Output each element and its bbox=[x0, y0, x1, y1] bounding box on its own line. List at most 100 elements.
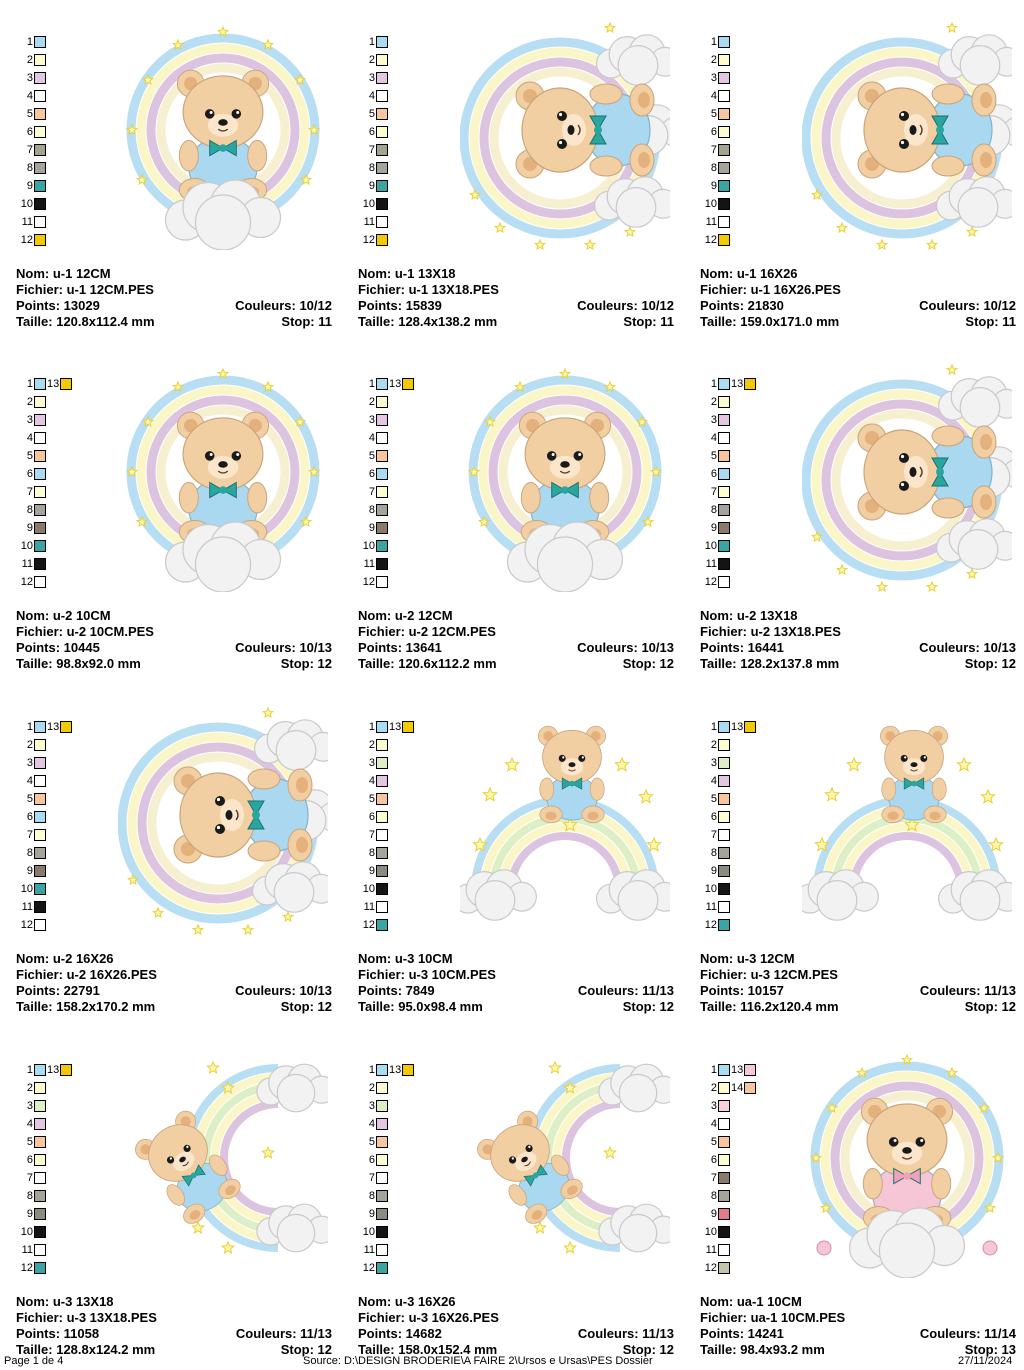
color-swatch-row: 12 bbox=[356, 1260, 388, 1276]
color-number: 5 bbox=[26, 108, 33, 120]
design-info: Nom: u-1 13X18 Fichier: u-1 13X18.PES Poin… bbox=[358, 266, 674, 330]
color-swatch-row: 4 bbox=[14, 88, 46, 104]
star-icon bbox=[477, 515, 491, 528]
color-swatch-row: 4 bbox=[698, 1116, 730, 1132]
teddy-bear-icon bbox=[538, 725, 606, 824]
color-swatch bbox=[744, 1064, 756, 1076]
color-swatch-row: 7 bbox=[356, 1170, 388, 1186]
color-count: Couleurs: 10/13 bbox=[919, 640, 1016, 655]
star-icon bbox=[945, 363, 959, 376]
color-swatch bbox=[376, 180, 388, 192]
color-swatch-row: 8 bbox=[356, 502, 388, 518]
color-swatch-row: 6 bbox=[698, 466, 730, 482]
color-number: 8 bbox=[710, 847, 717, 859]
color-swatch bbox=[34, 234, 46, 246]
color-number: 4 bbox=[368, 1118, 375, 1130]
color-swatch bbox=[718, 486, 730, 498]
star-icon bbox=[614, 756, 630, 772]
color-number: 2 bbox=[710, 1082, 717, 1094]
design-card: 1 13 2 3 4 5 6 7 8 9 10 11 12 Nom: u-2 13X18 Fichier: … bbox=[692, 352, 1022, 682]
color-swatch bbox=[718, 901, 730, 913]
color-swatch bbox=[718, 1136, 730, 1148]
stitch-count: Points: 10157 bbox=[700, 983, 784, 998]
color-count: Couleurs: 10/13 bbox=[235, 640, 332, 655]
color-number: 11 bbox=[21, 1244, 33, 1256]
star-icon bbox=[293, 415, 307, 428]
cloud-icon bbox=[598, 1063, 670, 1113]
color-swatch-row: 9 bbox=[14, 863, 46, 879]
color-number: 13 bbox=[731, 721, 744, 733]
page-number: Page 1 de 4 bbox=[4, 1355, 64, 1367]
star-icon bbox=[583, 238, 597, 250]
star-icon bbox=[135, 173, 149, 186]
star-icon bbox=[472, 836, 488, 852]
star-icon bbox=[467, 465, 481, 478]
color-swatch-row: 2 bbox=[14, 394, 46, 410]
color-swatch-row: 8 bbox=[356, 160, 388, 176]
color-number: 13 bbox=[389, 721, 402, 733]
color-swatch-row: 8 bbox=[698, 845, 730, 861]
color-number: 3 bbox=[26, 757, 33, 769]
star-icon bbox=[206, 1060, 220, 1074]
color-number: 13 bbox=[731, 378, 744, 390]
color-swatch-row: 5 bbox=[14, 1134, 46, 1150]
color-swatch bbox=[376, 216, 388, 228]
color-swatch-row: 10 bbox=[356, 538, 388, 554]
color-number: 3 bbox=[710, 414, 717, 426]
color-number: 7 bbox=[26, 144, 33, 156]
color-number: 8 bbox=[368, 847, 375, 859]
color-swatch bbox=[34, 144, 46, 156]
design-name: Nom: ua-1 10CM bbox=[700, 1294, 802, 1309]
design-file: Fichier: u-1 13X18.PES bbox=[358, 282, 499, 297]
color-swatch bbox=[376, 1190, 388, 1202]
stop-count: Stop: 12 bbox=[964, 656, 1016, 671]
color-number: 9 bbox=[368, 180, 375, 192]
color-number: 6 bbox=[368, 811, 375, 823]
color-number: 10 bbox=[704, 883, 717, 895]
star-icon bbox=[533, 238, 547, 250]
design-info: Nom: u-3 16X26 Fichier: u-3 16X26.PES Poin… bbox=[358, 1294, 674, 1358]
color-swatch-row: 9 bbox=[14, 178, 46, 194]
color-swatch-row: 10 bbox=[698, 881, 730, 897]
color-number: 13 bbox=[47, 721, 60, 733]
rainbow-band bbox=[220, 1100, 279, 1216]
color-swatch bbox=[718, 1262, 730, 1274]
color-number: 8 bbox=[368, 1190, 375, 1202]
color-number: 2 bbox=[368, 54, 375, 66]
color-number: 9 bbox=[710, 865, 717, 877]
star-icon bbox=[810, 530, 824, 543]
embroidery-preview-image bbox=[118, 706, 328, 935]
teddy-bear-icon bbox=[176, 69, 270, 202]
color-swatch-row: 7 bbox=[14, 827, 46, 843]
color-number: 10 bbox=[20, 1226, 33, 1238]
star-icon bbox=[261, 706, 275, 719]
cloud-icon bbox=[254, 719, 328, 771]
star-icon bbox=[307, 123, 321, 136]
color-number: 12 bbox=[20, 919, 33, 931]
cloud-icon bbox=[596, 869, 670, 921]
color-swatch bbox=[34, 1136, 46, 1148]
color-number: 8 bbox=[26, 1190, 33, 1202]
color-swatch-row: 7 bbox=[356, 142, 388, 158]
color-swatch bbox=[718, 721, 730, 733]
color-number: 8 bbox=[26, 162, 33, 174]
star-icon bbox=[635, 415, 649, 428]
color-number: 6 bbox=[710, 126, 717, 138]
color-swatch bbox=[718, 126, 730, 138]
color-swatch-row: 9 bbox=[698, 178, 730, 194]
design-card: 1 13 2 3 4 5 6 7 8 9 10 11 12 Nom: u-2 10CM Fichier: u… bbox=[8, 352, 338, 682]
cloud-icon bbox=[802, 869, 879, 921]
color-number: 7 bbox=[710, 486, 717, 498]
color-swatch-row: 10 bbox=[698, 196, 730, 212]
color-count: Couleurs: 10/12 bbox=[577, 298, 674, 313]
color-number: 6 bbox=[368, 468, 375, 480]
color-number: 10 bbox=[20, 883, 33, 895]
color-swatch bbox=[402, 1064, 414, 1076]
color-number: 12 bbox=[704, 234, 717, 246]
color-number: 11 bbox=[363, 216, 375, 228]
stitch-count: Points: 15839 bbox=[358, 298, 442, 313]
color-swatch-row: 7 bbox=[698, 1170, 730, 1186]
color-number: 2 bbox=[26, 396, 33, 408]
star-icon bbox=[562, 816, 578, 832]
star-icon bbox=[646, 836, 662, 852]
